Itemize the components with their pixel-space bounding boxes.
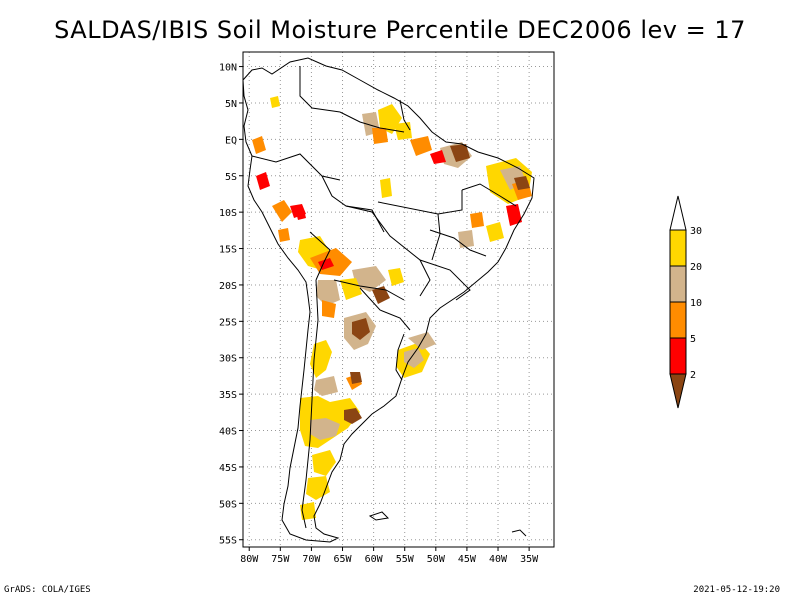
colorbar-swatch bbox=[669, 301, 687, 339]
patch-orange-peru bbox=[272, 200, 292, 222]
colorbar-label: 20 bbox=[690, 262, 702, 273]
patch-brown-patagonia bbox=[344, 408, 362, 424]
colorbar-label: 2 bbox=[690, 370, 696, 381]
percentile-patches bbox=[252, 96, 532, 520]
map-frame bbox=[242, 51, 555, 548]
lon-tick-label: 55W bbox=[396, 554, 415, 565]
patch-tan-cuyo bbox=[314, 376, 338, 396]
patch-tan-north-arg bbox=[316, 280, 340, 306]
patch-orange-ecuador bbox=[252, 136, 266, 154]
patch-red-maranhao bbox=[430, 150, 446, 164]
lon-tick-label: 35W bbox=[520, 554, 539, 565]
patch-red-colombia bbox=[256, 172, 270, 190]
south-america-coastline bbox=[242, 57, 535, 543]
border-peru-bolivia bbox=[309, 231, 331, 281]
patch-yellow-bahia bbox=[486, 222, 504, 242]
lon-tick-label: 65W bbox=[333, 554, 352, 565]
patch-yellow-south1 bbox=[312, 450, 336, 476]
lon-tick-label: 80W bbox=[240, 554, 259, 565]
lat-tick-label: 35S bbox=[219, 390, 237, 401]
colorbar-swatch bbox=[669, 337, 687, 375]
lon-tick-label: 50W bbox=[427, 554, 446, 565]
footer-credit: GrADS: COLA/IGES bbox=[4, 585, 91, 595]
lon-tick-label: 45W bbox=[458, 554, 477, 565]
border-colombia-venezuela bbox=[299, 66, 341, 113]
south-georgia bbox=[511, 529, 527, 537]
patch-brown-chaco bbox=[352, 318, 370, 340]
lat-tick-label: EQ bbox=[225, 135, 237, 146]
colorbar-label: 10 bbox=[690, 298, 702, 309]
coastline-borders bbox=[242, 57, 535, 543]
lat-tick-label: 25S bbox=[219, 317, 237, 328]
lon-tick-label: 40W bbox=[489, 554, 508, 565]
patch-tan-uruguay bbox=[404, 348, 424, 368]
border-brazil-states1 bbox=[377, 190, 463, 215]
lat-tick-label: 15S bbox=[219, 245, 237, 256]
patch-yellow-parana bbox=[388, 268, 404, 286]
lat-tick-label: 10N bbox=[219, 63, 237, 74]
latitude-tick-labels: 10N 5N EQ 5S 10S 15S 20S 25S 30S 35S 40S 45S 50S 55S bbox=[219, 63, 243, 547]
colorbar-legend: 2 5 10 20 30 bbox=[669, 195, 702, 409]
patch-brown-maranhao bbox=[450, 144, 470, 162]
colorbar-top-arrow bbox=[669, 195, 687, 231]
border-peru-brazil bbox=[321, 175, 385, 233]
colorbar-label: 30 bbox=[690, 226, 702, 237]
map-gridlines bbox=[243, 52, 554, 547]
patch-orange-guyana bbox=[372, 128, 388, 144]
lat-tick-label: 45S bbox=[219, 463, 237, 474]
border-venezuela-brazil bbox=[339, 111, 405, 133]
patch-red-misc1 bbox=[296, 210, 306, 220]
colorbar-swatch bbox=[669, 229, 687, 267]
lat-tick-label: 55S bbox=[219, 536, 237, 547]
patch-orange-bahia bbox=[470, 212, 484, 228]
border-chile-argentina bbox=[301, 279, 319, 529]
lat-tick-label: 30S bbox=[219, 354, 237, 365]
patch-tan-goias bbox=[458, 230, 474, 248]
border-brazil-states4 bbox=[419, 259, 471, 301]
lon-tick-label: 70W bbox=[302, 554, 321, 565]
patch-tan-patagonia bbox=[310, 418, 340, 440]
lon-tick-label: 75W bbox=[271, 554, 290, 565]
lat-tick-label: 10S bbox=[219, 208, 237, 219]
patch-tan-bolivia bbox=[352, 266, 386, 292]
border-bolivia-paraguay bbox=[333, 279, 405, 301]
patch-yellow-bolivia bbox=[340, 278, 362, 300]
longitude-tick-labels: 80W 75W 70W 65W 60W 55W 50W 45W 40W 35W bbox=[240, 547, 539, 565]
colorbar-bottom-arrow bbox=[669, 373, 687, 409]
patch-brown-bolivia bbox=[372, 286, 390, 304]
colorbar-swatch bbox=[669, 265, 687, 303]
lat-tick-label: 5N bbox=[225, 99, 237, 110]
colorbar-label: 5 bbox=[690, 334, 696, 345]
falklands bbox=[368, 511, 390, 521]
border-paraguay-argentina bbox=[359, 287, 411, 331]
lat-tick-label: 5S bbox=[225, 172, 237, 183]
border-brazil-states3 bbox=[429, 229, 487, 257]
border-brazil-states6 bbox=[399, 99, 411, 131]
patch-orange-misc1 bbox=[278, 228, 290, 242]
patch-yellow-brazil-west bbox=[380, 178, 392, 198]
lat-tick-label: 40S bbox=[219, 427, 237, 438]
border-brazil-states5 bbox=[431, 213, 441, 261]
border-argentina-uruguay bbox=[395, 333, 405, 381]
border-brazil-states2 bbox=[461, 183, 517, 207]
lat-tick-label: 20S bbox=[219, 281, 237, 292]
patch-red-ne bbox=[506, 204, 522, 226]
lon-tick-label: 60W bbox=[365, 554, 384, 565]
footer-timestamp: 2021-05-12-19:20 bbox=[693, 585, 780, 595]
patch-yellow-south3 bbox=[300, 502, 316, 520]
border-brazil-bolivia bbox=[345, 205, 431, 297]
map-title: SALDAS/IBIS Soil Moisture Percentile DEC… bbox=[54, 16, 746, 44]
lat-tick-label: 50S bbox=[219, 499, 237, 510]
patch-orange-para bbox=[410, 136, 432, 156]
patch-brown-mendoza bbox=[350, 372, 362, 384]
patch-yellow-venezuela bbox=[270, 96, 280, 108]
border-colombia-peru bbox=[251, 153, 341, 181]
patch-brown-ne bbox=[514, 176, 530, 190]
patch-orange-north-arg bbox=[322, 300, 336, 318]
